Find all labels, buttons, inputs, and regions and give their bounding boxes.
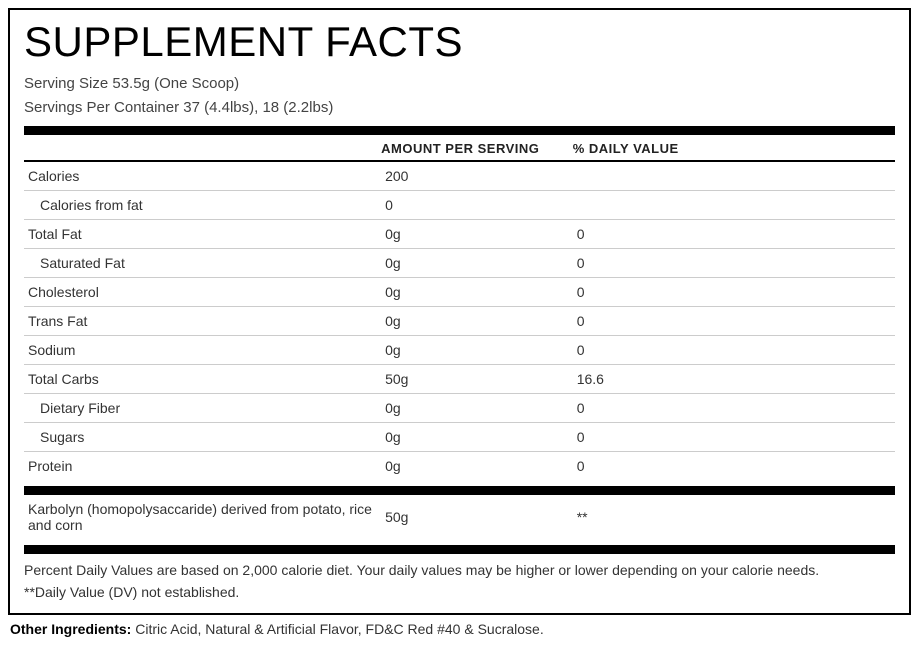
table-row: Dietary Fiber0g0 [24,394,895,423]
nutrient-label: Protein [24,452,381,481]
servings-per-container: Servings Per Container 37 (4.4lbs), 18 (… [24,96,895,120]
nutrient-amount: 0g [381,249,573,278]
ingredient-table: Karbolyn (homopolysaccaride) derived fro… [24,495,895,539]
other-ingredients-label: Other Ingredients: [10,621,131,637]
nutrient-label: Trans Fat [24,307,381,336]
ingredient-dv: ** [573,495,895,539]
table-row: Total Carbs50g16.6 [24,365,895,394]
table-row: Calories200 [24,161,895,191]
ingredient-label: Karbolyn (homopolysaccaride) derived fro… [24,495,381,539]
nutrient-daily-value [573,161,895,191]
nutrient-amount: 0g [381,278,573,307]
divider-bar [24,545,895,554]
ingredient-row: Karbolyn (homopolysaccaride) derived fro… [24,495,895,539]
header-daily-value: % DAILY VALUE [573,135,895,161]
nutrient-label: Total Carbs [24,365,381,394]
nutrient-amount: 200 [381,161,573,191]
nutrient-amount: 0g [381,220,573,249]
panel-title: SUPPLEMENT FACTS [24,18,895,66]
nutrient-daily-value: 0 [573,452,895,481]
nutrient-amount: 0g [381,336,573,365]
serving-size: Serving Size 53.5g (One Scoop) [24,72,895,96]
nutrient-label: Calories [24,161,381,191]
nutrient-daily-value: 0 [573,336,895,365]
nutrient-daily-value: 0 [573,394,895,423]
table-row: Sodium0g0 [24,336,895,365]
nutrient-amount: 0g [381,452,573,481]
table-header-row: AMOUNT PER SERVING % DAILY VALUE [24,135,895,161]
nutrient-label: Total Fat [24,220,381,249]
nutrition-table: AMOUNT PER SERVING % DAILY VALUE Calorie… [24,135,895,480]
nutrient-amount: 0g [381,423,573,452]
ingredient-amount: 50g [381,495,573,539]
table-row: Trans Fat0g0 [24,307,895,336]
nutrient-label: Calories from fat [24,191,381,220]
nutrient-amount: 0 [381,191,573,220]
nutrient-label: Sugars [24,423,381,452]
nutrient-daily-value: 16.6 [573,365,895,394]
table-row: Saturated Fat0g0 [24,249,895,278]
nutrient-daily-value: 0 [573,249,895,278]
footnote-dv-not-established: **Daily Value (DV) not established. [24,582,895,604]
table-row: Cholesterol0g0 [24,278,895,307]
header-amount: AMOUNT PER SERVING [381,135,573,161]
nutrient-daily-value [573,191,895,220]
nutrient-amount: 0g [381,394,573,423]
other-ingredients: Other Ingredients: Citric Acid, Natural … [8,615,911,637]
header-name [24,135,381,161]
nutrient-daily-value: 0 [573,423,895,452]
divider-bar [24,126,895,135]
other-ingredients-text: Citric Acid, Natural & Artificial Flavor… [131,621,543,637]
table-row: Total Fat0g0 [24,220,895,249]
divider-bar [24,486,895,495]
footnote-pdv: Percent Daily Values are based on 2,000 … [24,560,895,582]
nutrient-label: Saturated Fat [24,249,381,278]
supplement-facts-panel: SUPPLEMENT FACTS Serving Size 53.5g (One… [8,8,911,615]
nutrient-label: Dietary Fiber [24,394,381,423]
nutrient-daily-value: 0 [573,307,895,336]
nutrient-label: Cholesterol [24,278,381,307]
nutrient-amount: 50g [381,365,573,394]
nutrient-daily-value: 0 [573,220,895,249]
nutrient-daily-value: 0 [573,278,895,307]
nutrient-label: Sodium [24,336,381,365]
nutrient-amount: 0g [381,307,573,336]
table-row: Calories from fat0 [24,191,895,220]
table-row: Sugars0g0 [24,423,895,452]
footnotes: Percent Daily Values are based on 2,000 … [24,554,895,603]
table-row: Protein0g0 [24,452,895,481]
